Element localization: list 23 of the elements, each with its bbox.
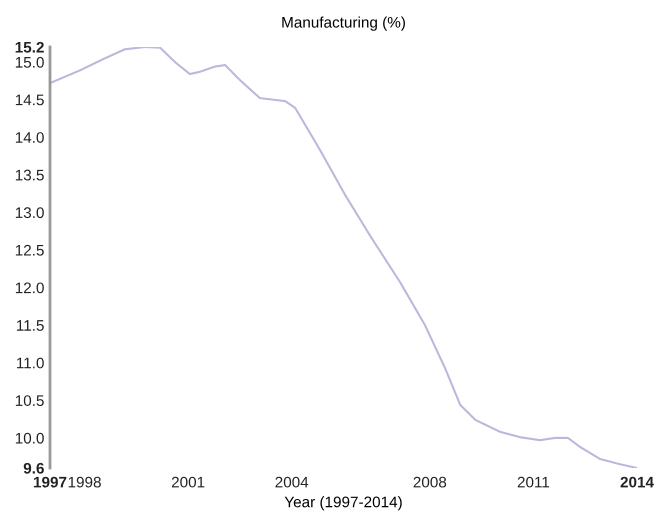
y-tick-label: 12.5 — [16, 244, 44, 256]
x-tick-label: 2014 — [620, 476, 654, 488]
line-series — [50, 47, 637, 468]
y-tick-label: 10.0 — [16, 432, 44, 444]
x-tick-label: 1997 — [34, 476, 66, 488]
y-tick-label: 11.0 — [17, 358, 44, 368]
y-tick-label: 13.0 — [16, 207, 44, 218]
y-tick-label: 11.5 — [17, 320, 44, 331]
y-tick-label: 10.5 — [16, 395, 44, 406]
x-tick-label: 2011 — [518, 476, 550, 488]
x-tick-label: 1998 — [68, 476, 101, 488]
y-tick-label: 15.0 — [16, 56, 44, 68]
y-tick-label: 12.0 — [16, 282, 44, 294]
y-tick-label: 15.2 — [16, 42, 44, 53]
y-tick-label: 14.0 — [16, 132, 44, 143]
y-tick-label: 14.5 — [16, 94, 44, 106]
chart-title: Manufacturing (%) — [282, 16, 405, 31]
x-tick-label: 2001 — [172, 476, 204, 488]
y-tick-label: 9.6 — [24, 462, 44, 474]
x-tick-label: 2004 — [275, 476, 308, 488]
x-tick-label: 2008 — [414, 476, 446, 488]
x-axis-title: Year (1997-2014) — [284, 496, 402, 510]
y-tick-label: 13.5 — [16, 170, 44, 180]
